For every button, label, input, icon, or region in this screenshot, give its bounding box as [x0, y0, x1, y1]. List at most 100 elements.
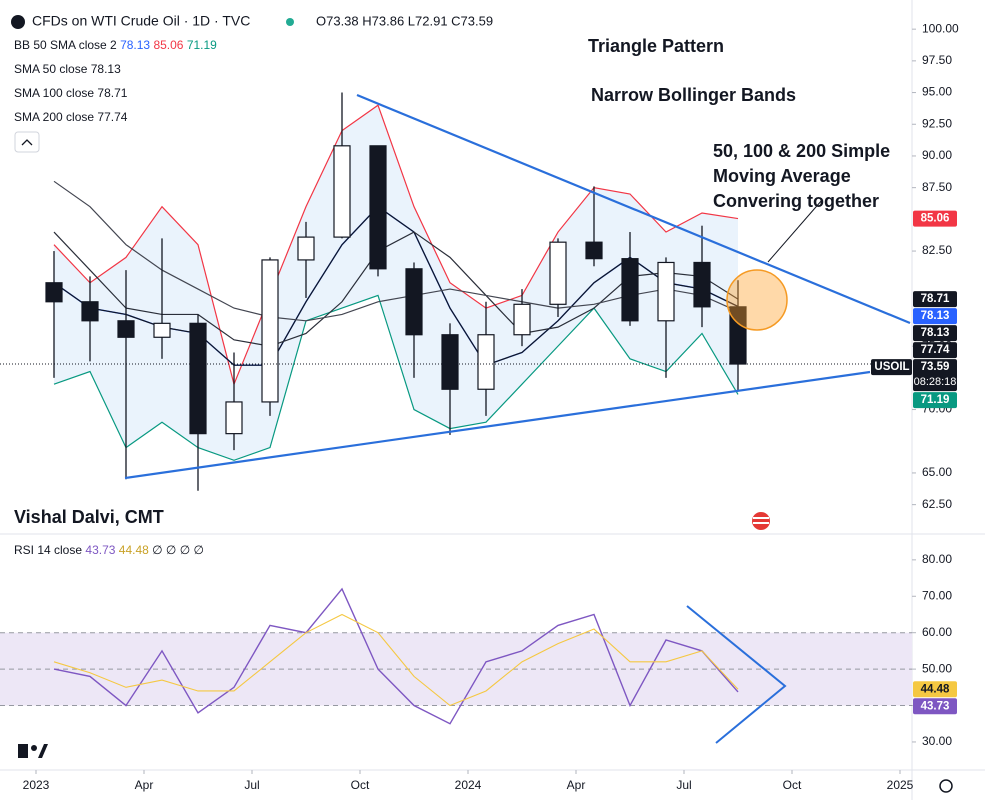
- x-tick-label: 2024: [455, 778, 482, 792]
- triangle-upper-line: [356, 93, 911, 325]
- bb-legend: BB 50 SMA close 2 78.13 85.06 71.19: [14, 38, 217, 52]
- candle-body: [333, 145, 351, 238]
- bb-lower-value: 71.19: [187, 38, 217, 52]
- sma100-legend: SMA 100 close 78.71: [14, 86, 128, 100]
- x-tick-label: Jul: [244, 778, 259, 792]
- y-tick-label: 70.00: [922, 588, 952, 602]
- drawings: [11, 15, 953, 793]
- y-tick-label: 95.00: [922, 85, 952, 99]
- candle-body: [225, 401, 243, 435]
- price-badge-label: 78.13: [921, 327, 950, 339]
- candle-body: [405, 268, 423, 336]
- candle-body: [621, 258, 639, 322]
- y-tick-label: 65.00: [922, 465, 952, 479]
- y-tick-label: 62.50: [922, 497, 952, 511]
- rsi-badge: [913, 698, 957, 715]
- candle-body: [117, 320, 135, 338]
- price-badge-label: 77.74: [921, 344, 950, 356]
- x-tick-label: Apr: [135, 778, 154, 792]
- y-tick-label: 60.00: [922, 625, 952, 639]
- price-badge: [913, 325, 957, 342]
- symbol-icon: [11, 15, 25, 29]
- annotation: Convering together: [713, 191, 879, 211]
- rsi-value: 43.73: [85, 543, 115, 557]
- rsi-legend: RSI 14 close 43.73 44.48 ∅ ∅ ∅ ∅: [14, 543, 204, 557]
- text-layer: CFDs on WTI Crude Oil · 1D · TVC O73.38 …: [14, 13, 890, 557]
- y-tick-label: 92.50: [922, 116, 952, 130]
- candle-body: [513, 303, 531, 336]
- rsi-badge-label: 43.73: [921, 700, 950, 712]
- tv-logo: [18, 744, 28, 758]
- price-badge: [913, 308, 957, 325]
- bb-basis-value: 78.13: [120, 38, 150, 52]
- price-badge-label: 85.06: [921, 213, 950, 225]
- rsi-ma-value: 44.48: [119, 543, 149, 557]
- bb-legend-name: BB 50 SMA close 2: [14, 38, 117, 52]
- price-badge-label: 78.13: [921, 310, 950, 322]
- candle-body: [441, 334, 459, 390]
- x-tick-label: Jul: [676, 778, 691, 792]
- rsi-line: [53, 613, 739, 707]
- collapse-button[interactable]: [14, 131, 40, 153]
- sma200-legend: SMA 200 close 77.74: [14, 110, 128, 124]
- y-tick-label: 30.00: [922, 734, 952, 748]
- flag-stripe: [753, 522, 769, 524]
- y-tick-label: 100.00: [922, 21, 959, 35]
- price-badge: [913, 359, 957, 392]
- price-badge-label: 73.59: [921, 361, 950, 373]
- annotation: 50, 100 & 200 Simple: [713, 141, 890, 161]
- countdown: 08:28:18: [914, 376, 957, 388]
- x-tick-label: Apr: [567, 778, 586, 792]
- candle-body: [81, 301, 99, 322]
- y-tick-label: 50.00: [922, 661, 952, 675]
- ohlc-readout: O73.38 H73.86 L72.91 C73.59: [316, 13, 493, 28]
- annotation: Triangle Pattern: [588, 36, 724, 56]
- candle-body: [261, 259, 279, 403]
- candle-body: [585, 241, 603, 260]
- price-badge-label: 71.19: [921, 394, 950, 406]
- rsi-badge-label: 44.48: [921, 683, 950, 695]
- rsi-line: [53, 587, 739, 725]
- price-badge: [913, 291, 957, 308]
- price-badge-label: 78.71: [921, 293, 950, 305]
- tv-logo: [38, 744, 48, 758]
- market-status: [286, 18, 294, 26]
- author: Vishal Dalvi, CMT: [14, 507, 164, 527]
- y-tick-label: 87.50: [922, 180, 952, 194]
- rsi-triangle: [686, 605, 787, 744]
- x-tick-label: 2025: [887, 778, 914, 792]
- legend-name: SMA 100 close: [14, 86, 94, 100]
- sma50-legend: SMA 50 close 78.13: [14, 62, 121, 76]
- bb-fill: [54, 105, 738, 461]
- candle-body: [297, 236, 315, 261]
- x-tick-label: Oct: [351, 778, 370, 792]
- annotation: Narrow Bollinger Bands: [591, 85, 796, 105]
- y-tick-label: 80.00: [922, 552, 952, 566]
- legend-value: 78.13: [91, 62, 121, 76]
- symbol-label: USOIL: [874, 361, 909, 373]
- highlight-circle: [726, 269, 788, 331]
- candle-body: [693, 261, 711, 308]
- flag-icon: [752, 512, 770, 530]
- candle-body: [657, 261, 675, 322]
- candle-body: [189, 322, 207, 435]
- legend-name: SMA 50 close: [14, 62, 88, 76]
- legend-name: SMA 200 close: [14, 110, 94, 124]
- symbol-title: CFDs on WTI Crude Oil · 1D · TVC: [32, 13, 250, 29]
- y-tick-label: 90.00: [922, 148, 952, 162]
- bb-upper: [53, 104, 739, 387]
- legend-value: 78.71: [97, 86, 127, 100]
- price-badge: [913, 342, 957, 359]
- annotation-arrow: [767, 199, 823, 263]
- settings-icon[interactable]: [939, 779, 953, 793]
- candle-body: [153, 322, 171, 338]
- rsi-legend-name: RSI 14 close: [14, 543, 82, 557]
- legend-value: 77.74: [97, 110, 127, 124]
- y-tick-label: 97.50: [922, 53, 952, 67]
- candle-body: [549, 241, 567, 305]
- annotation: Moving Average: [713, 166, 851, 186]
- candle-body: [45, 282, 63, 303]
- tv-logo: [31, 745, 37, 751]
